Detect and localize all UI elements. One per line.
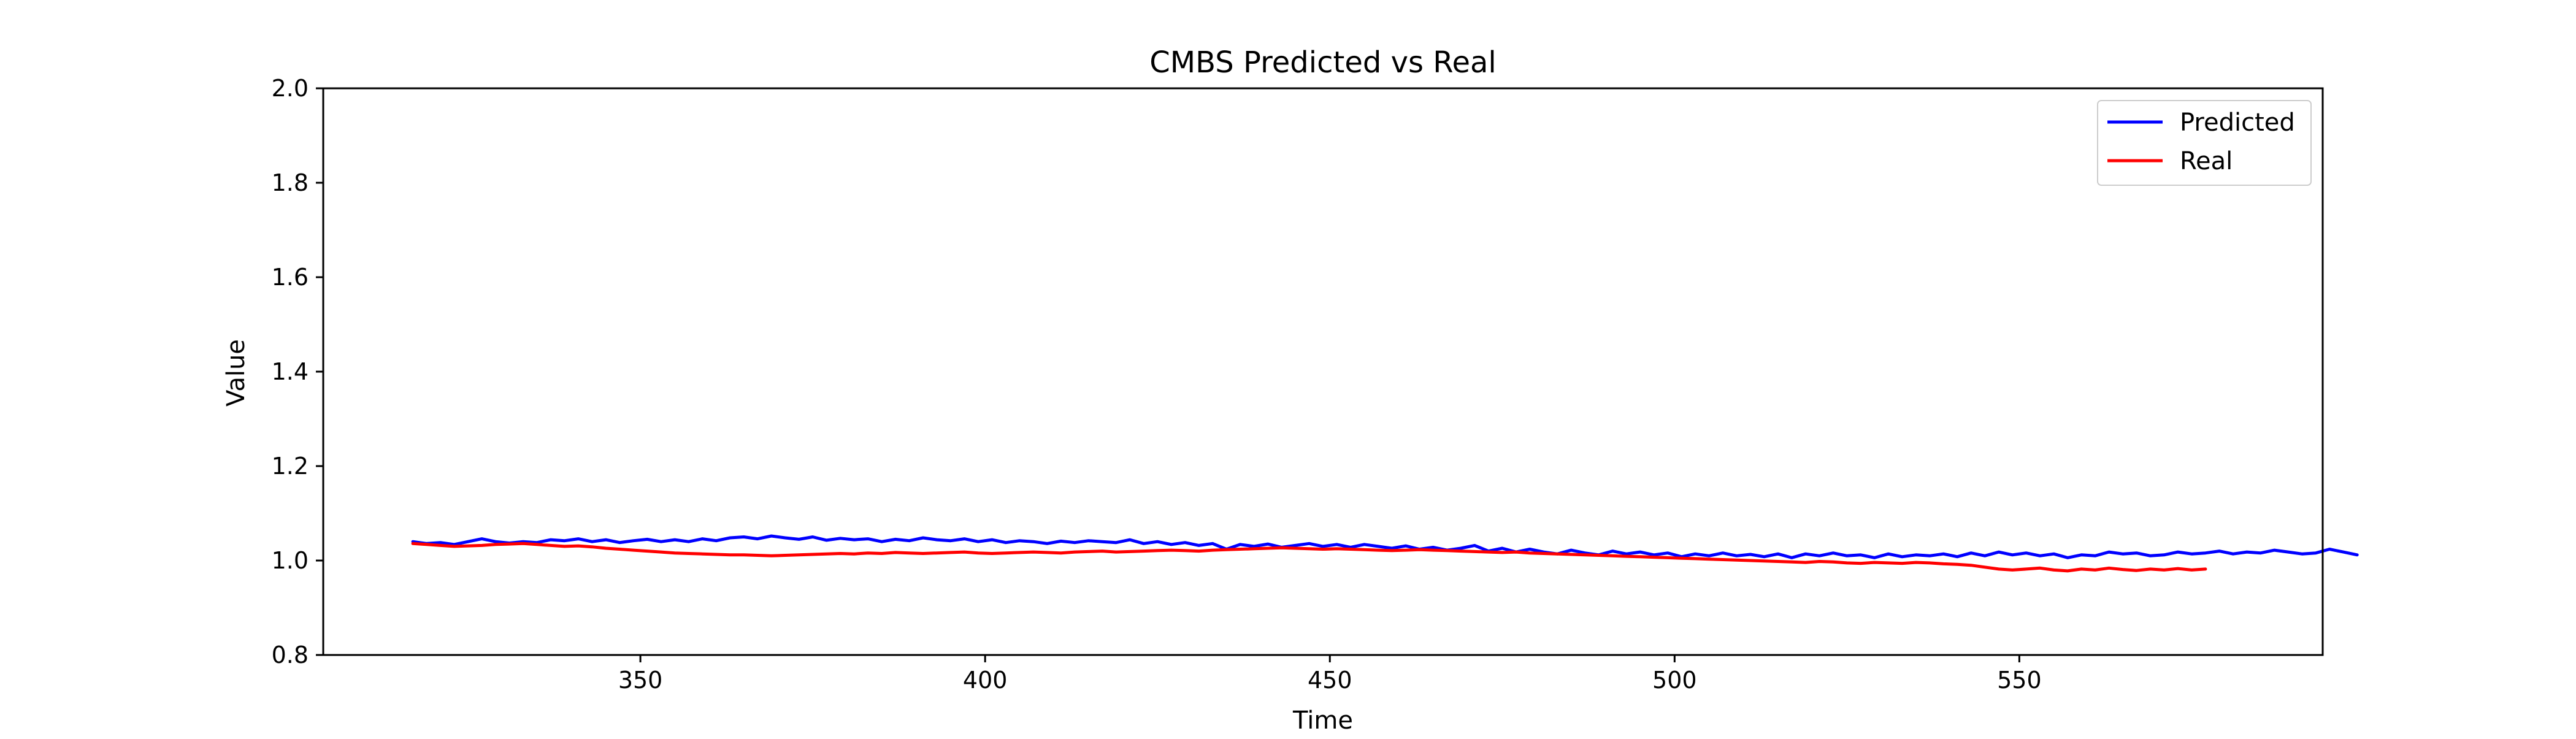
x-tick-label: 450 [1308, 667, 1352, 694]
y-tick-label: 1.6 [272, 264, 309, 291]
legend: Predicted Real [2097, 100, 2312, 186]
y-tick-label: 2.0 [272, 75, 309, 102]
y-tick-label: 1.4 [272, 358, 309, 385]
y-tick-label: 1.2 [272, 453, 309, 480]
legend-label-real: Real [2180, 147, 2233, 175]
x-axis: 350 400 450 500 550 [618, 655, 2042, 694]
y-tick-label: 0.8 [272, 641, 309, 668]
x-axis-label: Time [1292, 706, 1353, 735]
y-tick-label: 1.8 [272, 169, 309, 196]
x-tick-label: 550 [1997, 667, 2042, 694]
series-line-predicted [411, 534, 2359, 559]
x-tick-label: 500 [1652, 667, 1697, 694]
x-tick-label: 350 [618, 667, 663, 694]
legend-label-predicted: Predicted [2180, 109, 2295, 137]
y-axis-label: Value [222, 339, 250, 407]
y-tick-label: 1.0 [272, 547, 309, 574]
series-line-real [411, 542, 2207, 573]
chart-title: CMBS Predicted vs Real [1149, 45, 1496, 80]
y-axis: 0.8 1.0 1.2 1.4 1.6 1.8 2.0 [272, 75, 323, 668]
x-tick-label: 400 [963, 667, 1008, 694]
